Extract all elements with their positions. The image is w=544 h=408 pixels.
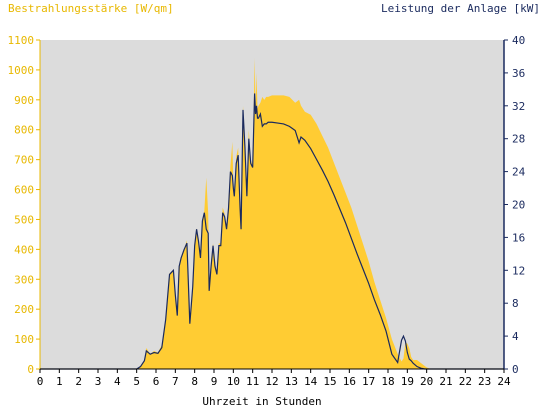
left-tick-label: 800 [14,124,34,137]
x-tick-label: 6 [153,375,160,388]
x-tick-label: 20 [420,375,433,388]
left-tick-label: 1000 [8,64,35,77]
x-tick-label: 3 [95,375,102,388]
irradiance-area [40,57,504,369]
x-tick-label: 24 [497,375,511,388]
irradiance-series [40,57,504,369]
x-tick-label: 7 [172,375,179,388]
x-tick-label: 0 [37,375,44,388]
power-series [40,93,504,370]
left-tick-label: 400 [14,243,34,256]
x-tick-label: 23 [478,375,491,388]
right-tick-label: 24 [512,166,526,179]
right-tick-label: 8 [512,297,519,310]
axes: 0100200300400500600700800900100011000481… [8,34,526,388]
right-axis-title: Leistung der Anlage [kW] [381,2,540,15]
x-axis-title: Uhrzeit in Stunden [202,395,321,408]
left-tick-label: 500 [14,213,34,226]
x-tick-label: 8 [191,375,198,388]
left-tick-label: 300 [14,273,34,286]
x-tick-label: 21 [439,375,452,388]
x-tick-label: 11 [246,375,259,388]
x-tick-label: 17 [362,375,375,388]
right-tick-label: 4 [512,330,519,343]
x-tick-label: 18 [381,375,394,388]
right-tick-label: 16 [512,231,525,244]
left-tick-label: 200 [14,303,34,316]
x-tick-label: 12 [265,375,278,388]
right-tick-label: 12 [512,264,525,277]
left-tick-label: 600 [14,184,34,197]
right-tick-label: 20 [512,199,525,212]
left-tick-label: 100 [14,333,34,346]
x-tick-label: 15 [323,375,336,388]
x-tick-label: 1 [56,375,63,388]
right-tick-label: 36 [512,67,525,80]
x-tick-label: 9 [211,375,218,388]
left-tick-label: 700 [14,154,34,167]
right-tick-label: 40 [512,34,525,47]
x-tick-label: 13 [285,375,298,388]
x-tick-label: 14 [304,375,318,388]
left-tick-label: 0 [27,363,34,376]
x-tick-label: 19 [401,375,414,388]
left-axis-title: Bestrahlungsstärke [W/qm] [8,2,174,15]
right-tick-label: 0 [512,363,519,376]
left-tick-label: 1100 [8,34,35,47]
x-tick-label: 16 [343,375,356,388]
left-tick-label: 900 [14,94,34,107]
x-tick-label: 5 [133,375,140,388]
x-tick-label: 22 [459,375,472,388]
x-tick-label: 4 [114,375,121,388]
x-tick-label: 10 [227,375,240,388]
power-line [40,93,504,370]
right-tick-label: 28 [512,133,525,146]
x-tick-label: 2 [75,375,82,388]
right-tick-label: 32 [512,100,525,113]
